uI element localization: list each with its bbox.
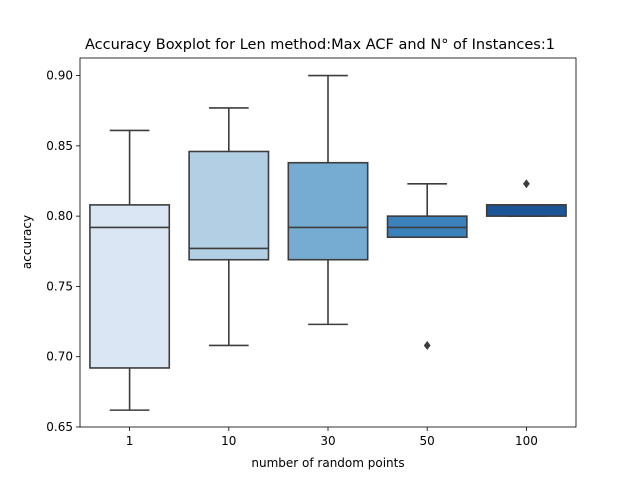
x-tick-label: 50	[420, 434, 435, 448]
box-rect	[188, 150, 270, 261]
x-tick-label: 30	[320, 434, 335, 448]
box-rect	[287, 161, 369, 261]
box-50	[386, 183, 468, 350]
x-axis-label: number of random points	[251, 456, 404, 470]
y-tick-label: 0.70	[46, 350, 73, 364]
x-tick-label: 100	[515, 434, 538, 448]
chart-title: Accuracy Boxplot for Len method:Max ACF …	[85, 37, 555, 53]
outlier-point	[523, 179, 530, 189]
y-axis-label: accuracy	[20, 215, 34, 269]
box-rect	[485, 204, 567, 217]
x-tick-label: 10	[221, 434, 236, 448]
outlier-point	[423, 341, 431, 350]
x-tick-label: 1	[126, 434, 134, 448]
box-100	[485, 179, 567, 217]
box-rect	[89, 204, 171, 369]
y-tick-label: 0.75	[46, 279, 73, 293]
y-tick-label: 0.80	[46, 209, 73, 223]
y-tick-label: 0.85	[46, 139, 73, 153]
box-30	[287, 74, 369, 326]
box-1	[89, 129, 171, 411]
y-tick-label: 0.65	[46, 420, 73, 434]
y-tick-label: 0.90	[46, 69, 73, 83]
box-10	[188, 107, 270, 347]
